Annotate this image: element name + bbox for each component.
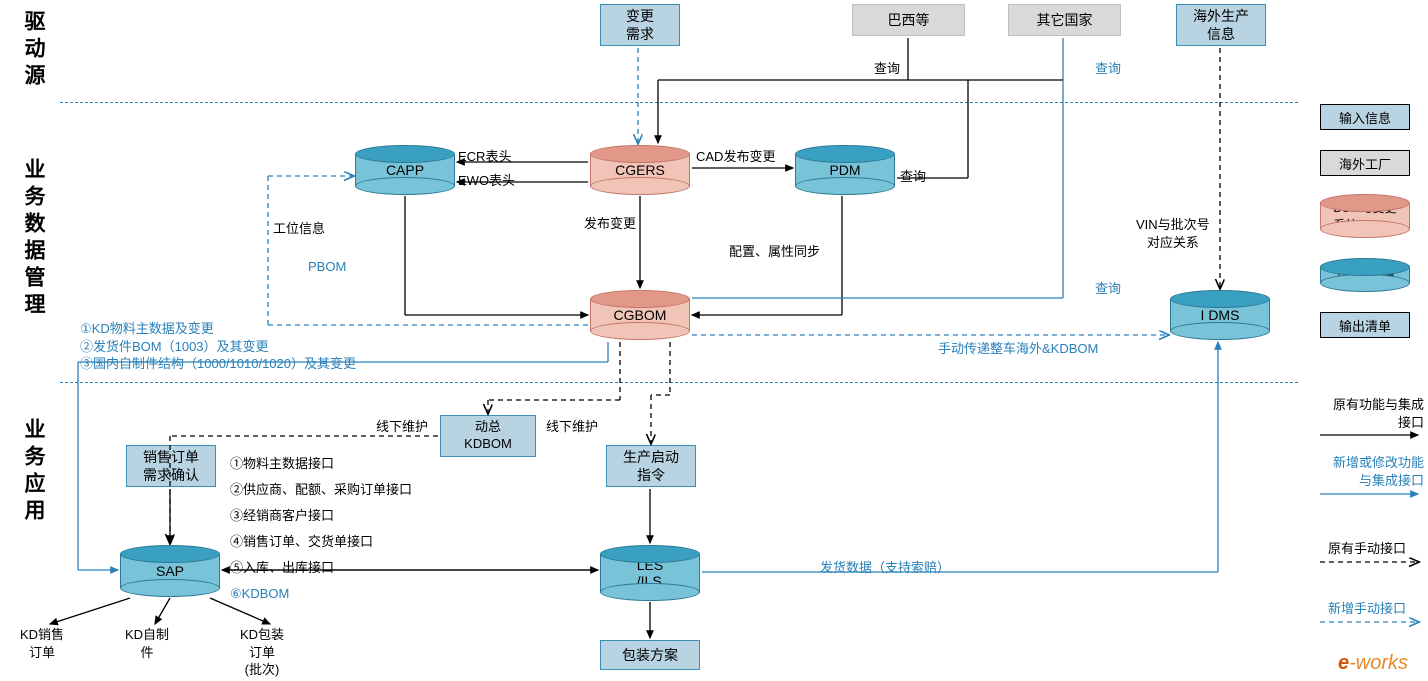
cyl-cgbom: CGBOM xyxy=(590,290,690,340)
lbl-config: 配置、属性同步 xyxy=(729,243,820,261)
lbl-if6: ⑥KDBOM xyxy=(230,585,289,603)
lbl-kd-list: ①KD物料主数据及变更 ②发货件BOM（1003）及其变更 ③国内自制件结构（1… xyxy=(80,320,356,373)
lane-sep-2 xyxy=(60,382,1298,383)
lbl-workpos: 工位信息 xyxy=(273,220,325,238)
box-kd-sales: KD销售 订单 xyxy=(20,626,64,661)
cyl-les: LES /ILS xyxy=(600,545,700,601)
cyl-pdm: PDM xyxy=(795,145,895,195)
box-kd-self: KD自制 件 xyxy=(125,626,169,661)
box-kdbom: 动总 KDBOM xyxy=(440,415,536,457)
lbl-offline2: 线下维护 xyxy=(546,418,598,436)
lbl-if4: ④销售订单、交货单接口 xyxy=(230,533,373,551)
legend-output: 输出清单 xyxy=(1320,312,1410,338)
cyl-idms: I DMS xyxy=(1170,290,1270,340)
legend-factory: 海外工厂 xyxy=(1320,150,1410,176)
box-prod-start: 生产启动 指令 xyxy=(606,445,696,487)
lbl-manual: 手动传递整车海外&KDBOM xyxy=(938,340,1098,358)
lbl-cad: CAD发布变更 xyxy=(696,148,775,166)
legend-orig-func: 原有功能与集成 接口 xyxy=(1320,396,1424,431)
lbl-query2: 查询 xyxy=(1095,60,1121,78)
legend-input: 输入信息 xyxy=(1320,104,1410,130)
box-other-country: 其它国家 xyxy=(1008,4,1121,36)
lane-bizapp: 业务应用 xyxy=(18,418,48,526)
legend-bom: BOM与变更 系统 xyxy=(1320,194,1410,238)
lbl-if3: ③经销商客户接口 xyxy=(230,507,334,525)
legend-new-manual: 新增手动接口 xyxy=(1328,600,1406,618)
lbl-if5: ⑤入库、出库接口 xyxy=(230,559,334,577)
box-kd-pack: KD包装 订单 (批次) xyxy=(240,626,284,679)
box-change-req: 变更 需求 xyxy=(600,4,680,46)
legend-new-func: 新增或修改功能 与集成接口 xyxy=(1320,454,1424,489)
box-brazil: 巴西等 xyxy=(852,4,965,36)
lane-sep-1 xyxy=(60,102,1298,103)
lbl-if1: ①物料主数据接口 xyxy=(230,455,334,473)
lbl-query4: 查询 xyxy=(1095,280,1121,298)
lbl-query1: 查询 xyxy=(874,60,900,78)
lane-bizdata: 业务数据管理 xyxy=(18,158,48,320)
lbl-if2: ②供应商、配额、采购订单接口 xyxy=(230,481,412,499)
cyl-sap: SAP xyxy=(120,545,220,597)
lbl-release: 发布变更 xyxy=(584,215,636,233)
legend-orig-manual: 原有手动接口 xyxy=(1328,540,1406,558)
box-overseas-info: 海外生产 信息 xyxy=(1176,4,1266,46)
cyl-capp: CAPP xyxy=(355,145,455,195)
box-pack-plan: 包装方案 xyxy=(600,640,700,670)
lbl-query3: 查询 xyxy=(900,168,926,186)
lbl-offline1: 线下维护 xyxy=(376,418,428,436)
watermark: e-works xyxy=(1338,652,1408,675)
lbl-ewo: EWO表头 xyxy=(458,172,515,190)
lbl-ecr: ECR表头 xyxy=(458,148,511,166)
box-sales-order: 销售订单 需求确认 xyxy=(126,445,216,487)
cyl-cgers: CGERS xyxy=(590,145,690,195)
lane-driver: 驱动源 xyxy=(18,10,48,91)
lbl-pbom: PBOM xyxy=(308,258,346,276)
legend-other-it: 其它IT系统 xyxy=(1320,258,1410,292)
lbl-ship: 发货数据（支持索赔） xyxy=(820,559,950,577)
lbl-vin: VIN与批次号 对应关系 xyxy=(1136,216,1210,251)
